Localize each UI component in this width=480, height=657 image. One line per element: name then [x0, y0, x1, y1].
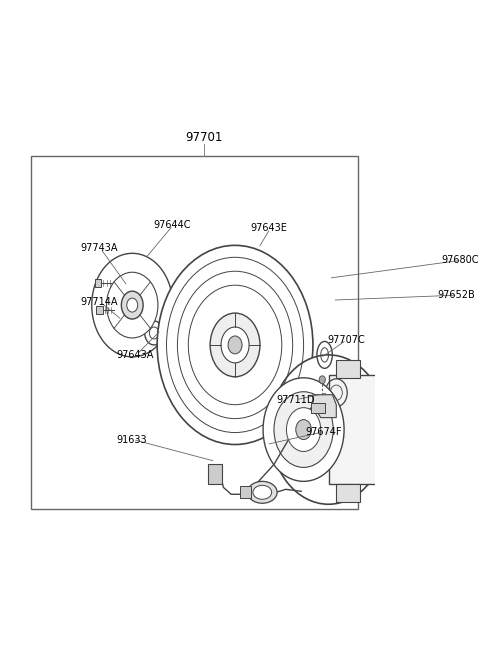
Circle shape — [221, 327, 249, 363]
Circle shape — [274, 392, 333, 467]
Circle shape — [127, 298, 138, 312]
Circle shape — [107, 272, 158, 338]
Circle shape — [319, 376, 325, 384]
Text: 97643E: 97643E — [251, 223, 288, 233]
Circle shape — [381, 387, 393, 403]
Text: 97743A: 97743A — [81, 243, 119, 254]
Text: 97701: 97701 — [185, 131, 223, 144]
Bar — [208, 464, 222, 484]
Circle shape — [210, 313, 260, 377]
Circle shape — [228, 336, 242, 354]
Ellipse shape — [248, 482, 277, 503]
Bar — [240, 486, 252, 498]
Text: 97707C: 97707C — [327, 335, 365, 345]
Bar — [328, 374, 391, 484]
Text: 97674F: 97674F — [305, 426, 342, 436]
Text: 97711D: 97711D — [276, 395, 315, 405]
Text: 97714A: 97714A — [81, 297, 119, 307]
Text: 91633: 91633 — [117, 434, 147, 445]
Circle shape — [381, 422, 393, 438]
Bar — [96, 306, 103, 314]
Circle shape — [121, 291, 143, 319]
Bar — [336, 484, 360, 502]
Ellipse shape — [253, 486, 272, 499]
Circle shape — [381, 457, 393, 472]
Bar — [336, 360, 360, 378]
Polygon shape — [313, 395, 336, 418]
Circle shape — [263, 378, 344, 482]
Circle shape — [157, 245, 313, 445]
Circle shape — [270, 355, 387, 505]
Bar — [312, 403, 325, 413]
Text: 97652B: 97652B — [438, 290, 475, 300]
Circle shape — [296, 420, 312, 440]
Text: 97643A: 97643A — [117, 350, 154, 360]
Circle shape — [287, 407, 321, 451]
Text: 97680C: 97680C — [442, 256, 479, 265]
Bar — [95, 279, 101, 287]
Circle shape — [92, 254, 173, 357]
Bar — [31, 156, 358, 509]
Text: 97644C: 97644C — [153, 221, 191, 231]
